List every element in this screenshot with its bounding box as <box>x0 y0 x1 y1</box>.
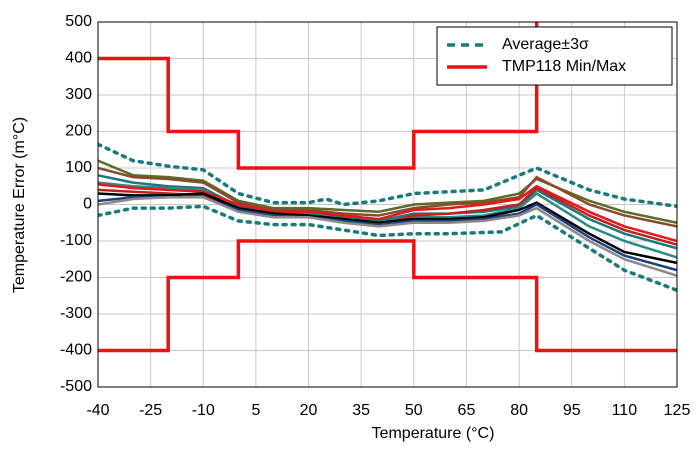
y-tick-label: 200 <box>65 123 92 140</box>
x-tick-label: 125 <box>664 402 691 419</box>
series-line <box>98 192 677 265</box>
series-line <box>98 195 677 277</box>
series-line <box>98 239 677 353</box>
series-line <box>98 183 677 243</box>
series-line <box>98 166 677 228</box>
x-tick-label: -10 <box>192 402 215 419</box>
y-tick-label: 0 <box>83 196 92 213</box>
x-tick-label: -25 <box>139 402 162 419</box>
y-tick-label: 500 <box>65 13 92 30</box>
y-tick-label: -400 <box>60 342 92 359</box>
series-line <box>98 142 677 209</box>
series-line <box>98 22 539 170</box>
y-tick-label: -300 <box>60 305 92 322</box>
plot-border <box>97 21 678 388</box>
y-tick-label: -500 <box>60 378 92 395</box>
legend-label: Average±3σ <box>502 36 589 53</box>
y-tick-label: -100 <box>60 232 92 249</box>
y-axis-label: Temperature Error (m°C) <box>11 117 28 293</box>
y-tick-label: -200 <box>60 269 92 286</box>
y-tick-label: 400 <box>65 50 92 67</box>
x-tick-label: 95 <box>563 402 581 419</box>
legend-box <box>436 26 673 86</box>
x-axis-label: Temperature (°C) <box>372 425 495 442</box>
x-tick-label: 110 <box>612 402 638 419</box>
legend-label: TMP118 Min/Max <box>502 58 626 75</box>
series-line <box>98 174 677 250</box>
y-tick-label: 300 <box>65 86 92 103</box>
x-tick-label: 50 <box>405 402 423 419</box>
x-tick-label: 35 <box>352 402 370 419</box>
x-tick-label: -40 <box>86 402 109 419</box>
y-tick-label: 100 <box>65 159 92 176</box>
x-tick-label: 80 <box>510 402 528 419</box>
x-tick-label: 65 <box>458 402 476 419</box>
x-tick-label: 20 <box>300 402 318 419</box>
series-line <box>98 204 677 293</box>
x-tick-label: 5 <box>251 402 260 419</box>
